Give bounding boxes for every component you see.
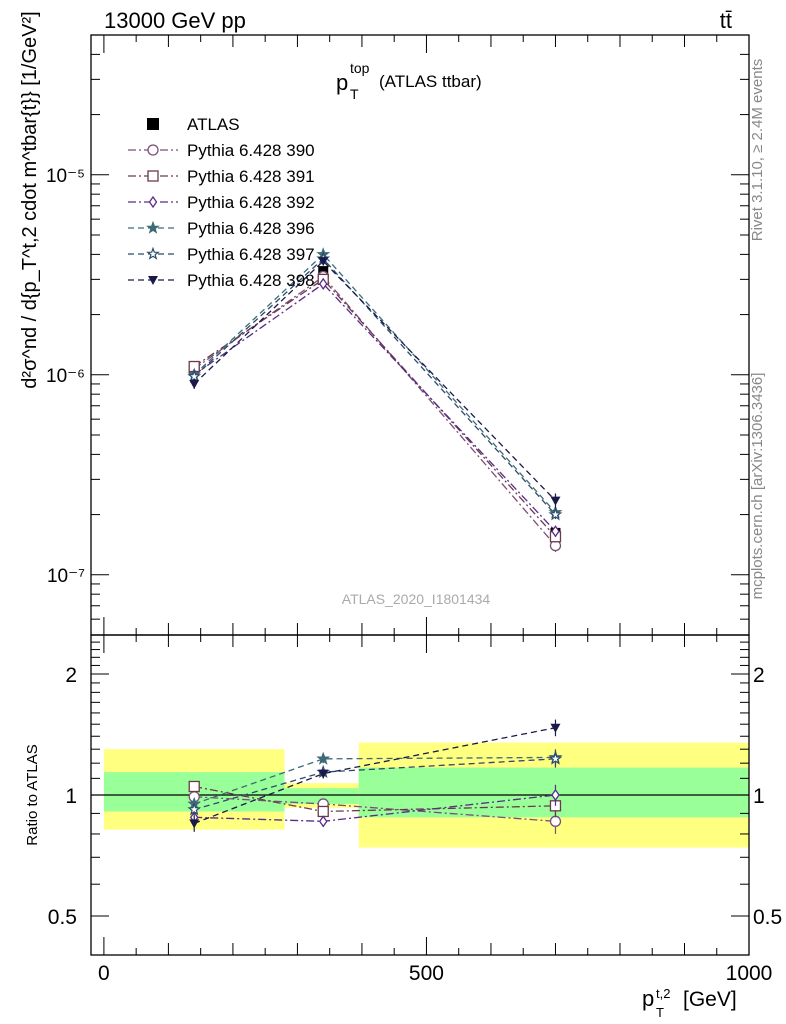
main-data-point xyxy=(318,257,329,267)
legend-label: Pythia 6.428 392 xyxy=(187,193,315,212)
mcplots-label: mcplots.cern.ch [arXiv:1306.3436] xyxy=(749,373,766,600)
rivet-label: Rivet 3.1.10, ≥ 2.4M events xyxy=(749,59,766,242)
legend-marker xyxy=(147,170,159,182)
ratio-data-point xyxy=(317,805,329,818)
legend-label: Pythia 6.428 398 xyxy=(187,271,315,290)
legend-label: Pythia 6.428 397 xyxy=(187,245,315,264)
legend-marker xyxy=(147,144,159,156)
tick-labels: 10⁻⁷ 10⁻⁶ 10⁻⁵ 0.5 0.5 1 1 2 2 0 500 1000 xyxy=(46,166,782,985)
legend-marker xyxy=(148,276,158,285)
ratio-green-band xyxy=(284,788,359,804)
main-y-tick-label: 10⁻⁵ xyxy=(46,166,85,187)
main-series-line xyxy=(193,275,556,546)
x-axis-label-suffix: [GeV] xyxy=(683,988,737,1011)
ratio-data-point xyxy=(318,815,328,828)
main-series-line xyxy=(193,282,556,532)
legend-label: Pythia 6.428 391 xyxy=(187,167,315,186)
main-y-tick-label: 10⁻⁶ xyxy=(46,366,85,387)
plot-title: p top T (ATLAS ttbar) xyxy=(336,60,482,102)
ratio-y-tick-label: 0.5 xyxy=(48,906,77,929)
y-axis-label-text: d²σ^nd / d{p_T^t,2 cdot m^tbar{t}} [1/Ge… xyxy=(19,11,41,388)
ratio-y-tick-label-right: 0.5 xyxy=(753,906,782,929)
plot-title-suffix: (ATLAS ttbar) xyxy=(379,72,482,91)
legend-label: Pythia 6.428 390 xyxy=(187,141,315,160)
x-tick-label: 1000 xyxy=(726,962,773,985)
ratio-data-point xyxy=(318,769,329,779)
ratio-y-tick-label-right: 2 xyxy=(753,664,765,687)
header-right: tt̄ xyxy=(720,8,732,33)
main-data-point xyxy=(189,379,200,389)
x-axis-label-main: p xyxy=(642,986,654,1011)
main-data-point xyxy=(187,369,202,383)
series-lines xyxy=(193,253,556,824)
legend-marker xyxy=(147,118,159,130)
legend-label: Pythia 6.428 396 xyxy=(187,219,315,238)
x-axis-label: p t,2 T [GeV] xyxy=(642,986,737,1020)
plot-title-main: p xyxy=(336,70,348,95)
main-series-line xyxy=(193,278,556,538)
ratio-axis-label: Ratio to ATLAS xyxy=(24,744,41,845)
main-data-point xyxy=(550,496,561,506)
ratio-panel-frame xyxy=(90,634,750,956)
legend-label: ATLAS xyxy=(187,115,240,134)
main-data-point xyxy=(551,525,560,538)
plot-frames xyxy=(90,34,750,956)
legend-marker xyxy=(146,220,160,234)
analysis-watermark: ATLAS_2020_I1801434 xyxy=(342,591,491,607)
legend-marker xyxy=(148,195,158,209)
ratio-data-point xyxy=(316,751,331,765)
ratio-y-tick-label-right: 1 xyxy=(753,785,765,808)
ratio-data-point xyxy=(187,802,202,816)
ratio-data-point xyxy=(548,751,563,765)
ratio-data-point xyxy=(549,815,562,827)
header-left: 13000 GeV pp xyxy=(104,8,246,33)
legend: ATLAS Pythia 6.428 390 Pythia 6.428 391 Pyt… xyxy=(128,115,315,290)
series-points xyxy=(187,247,563,834)
ratio-y-tick-label: 2 xyxy=(65,664,77,687)
ratio-data-point xyxy=(189,819,200,829)
plot-title-sup: top xyxy=(350,60,370,76)
main-series-line xyxy=(193,260,556,502)
ratio-data-point xyxy=(551,788,560,802)
x-axis-label-sup: t,2 xyxy=(656,986,670,1001)
plot-title-sub: T xyxy=(350,86,359,102)
y-axis-label: d²σ^nd / d{p_T^t,2 cdot m^tbar{t}} [1/Ge… xyxy=(19,11,41,388)
legend-marker xyxy=(146,246,160,260)
ratio-series-line xyxy=(194,756,556,805)
ratio-data-point xyxy=(188,780,200,793)
main-y-tick-label: 10⁻⁷ xyxy=(47,566,85,587)
main-data-point xyxy=(548,507,563,521)
x-tick-label: 0 xyxy=(98,962,110,985)
ratio-data-point xyxy=(550,723,561,733)
main-data-point xyxy=(318,277,328,290)
ratio-y-tick-label: 1 xyxy=(65,785,77,808)
x-tick-label: 500 xyxy=(409,962,444,985)
x-axis-label-sub: T xyxy=(656,1005,664,1020)
